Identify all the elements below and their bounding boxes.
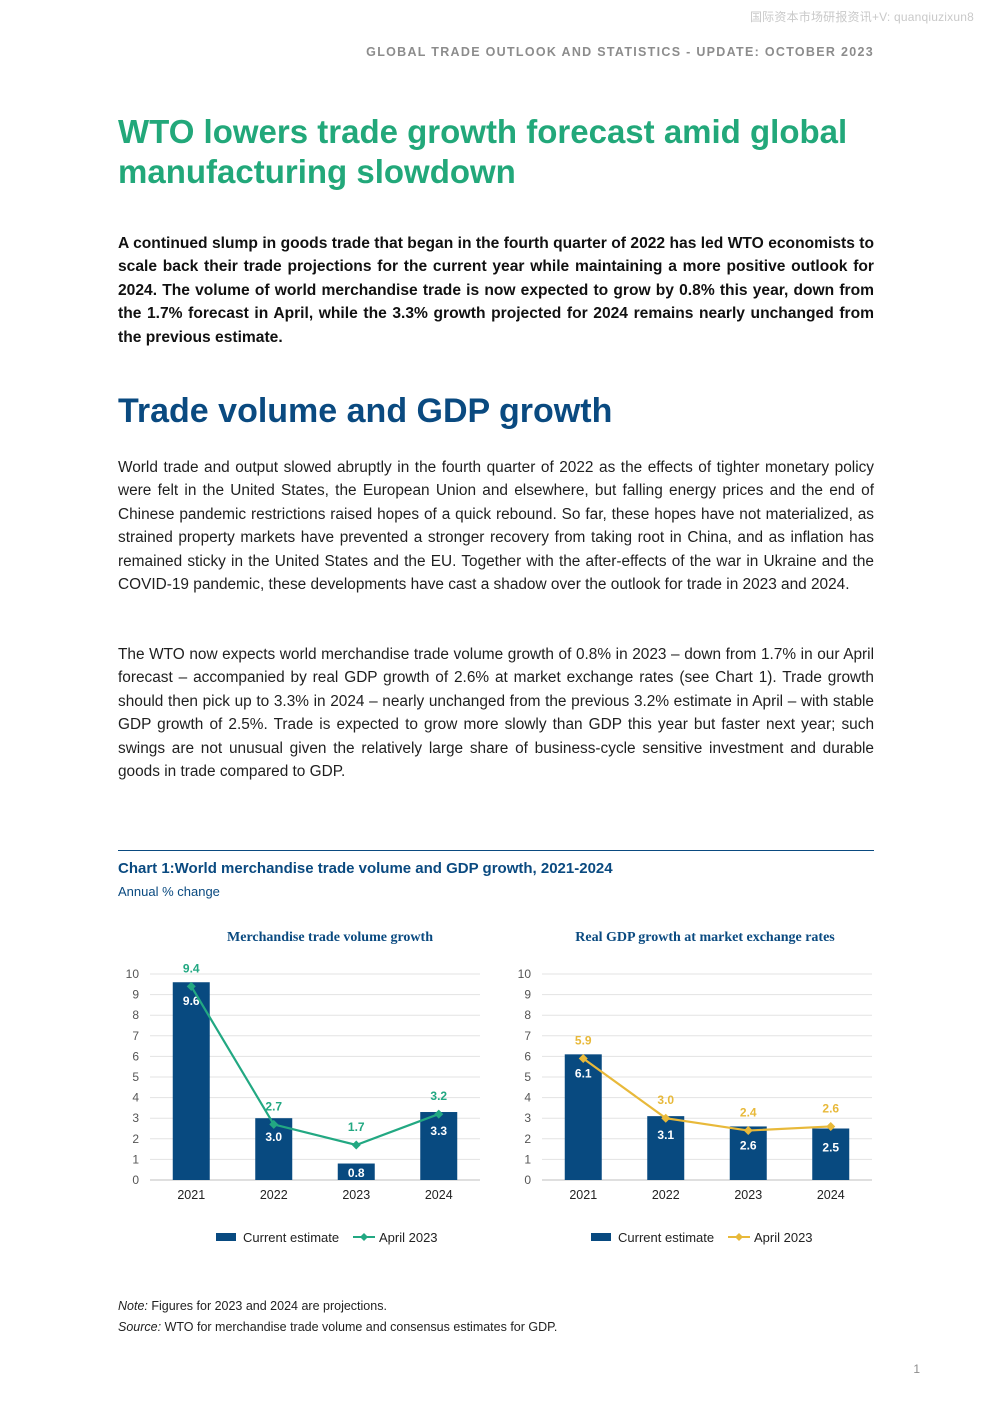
- x-tick-label: 2022: [652, 1188, 680, 1202]
- y-tick-label: 1: [132, 1152, 139, 1166]
- y-tick-label: 2: [524, 1132, 531, 1146]
- y-tick-label: 3: [132, 1111, 139, 1125]
- legend-swatch-current: [591, 1233, 611, 1241]
- legend-marker-april: [360, 1233, 368, 1241]
- chart-subheading: Annual % change: [118, 884, 220, 899]
- x-tick-label: 2023: [342, 1188, 370, 1202]
- line-marker: [269, 1119, 279, 1129]
- y-tick-label: 4: [524, 1091, 531, 1105]
- bar-2022: [647, 1116, 685, 1180]
- y-tick-label: 3: [524, 1111, 531, 1125]
- bar-2021: [564, 1054, 602, 1180]
- y-tick-label: 2: [132, 1132, 139, 1146]
- y-tick-label: 5: [524, 1070, 531, 1084]
- chart-note: Note: Figures for 2023 and 2024 are proj…: [118, 1299, 387, 1313]
- x-tick-label: 2021: [569, 1188, 597, 1202]
- line-value-label: 3.0: [657, 1093, 674, 1107]
- y-tick-label: 0: [132, 1173, 139, 1187]
- chart-source: Source: WTO for merchandise trade volume…: [118, 1320, 557, 1334]
- y-tick-label: 8: [524, 1008, 531, 1022]
- line-value-label: 2.4: [740, 1106, 757, 1120]
- bar-value-label: 9.6: [183, 994, 200, 1008]
- bar-value-label: 0.8: [348, 1166, 365, 1180]
- lead-paragraph: A continued slump in goods trade that be…: [118, 235, 874, 346]
- x-tick-label: 2021: [177, 1188, 205, 1202]
- legend-label-current: Current estimate: [243, 1230, 339, 1245]
- line-value-label: 2.7: [265, 1099, 282, 1113]
- line-marker: [826, 1121, 836, 1131]
- legend-label-april: April 2023: [754, 1230, 813, 1245]
- line-marker: [661, 1113, 671, 1123]
- chart-heading: Chart 1:World merchandise trade volume a…: [118, 860, 613, 877]
- charts-figure: Merchandise trade volume growth 0 1 2 3 4 5 6 7 8…: [126, 930, 872, 1245]
- x-tick-label: 2023: [734, 1188, 762, 1202]
- chart-2-title: Real GDP growth at market exchange rates: [575, 930, 835, 945]
- bar-value-label: 3.3: [430, 1124, 447, 1138]
- line-marker: [578, 1053, 588, 1063]
- y-tick-label: 5: [132, 1070, 139, 1084]
- page-number: 1: [913, 1362, 920, 1376]
- line-value-label: 2.6: [822, 1101, 839, 1115]
- legend-label-april: April 2023: [379, 1230, 438, 1245]
- y-tick-label: 10: [126, 967, 140, 981]
- y-tick-label: 7: [524, 1029, 531, 1043]
- y-tick-label: 10: [518, 967, 532, 981]
- x-tick-label: 2024: [425, 1188, 453, 1202]
- bar-2023: [729, 1126, 767, 1180]
- y-tick-label: 6: [524, 1049, 531, 1063]
- bar-value-label: 6.1: [575, 1066, 592, 1080]
- chart-1-title: Merchandise trade volume growth: [227, 930, 433, 945]
- x-tick-label: 2024: [817, 1188, 845, 1202]
- page-title: WTO lowers trade growth forecast amid gl…: [118, 113, 848, 190]
- bar-2021: [172, 982, 210, 1180]
- line-value-label: 9.4: [183, 961, 200, 975]
- legend-swatch-current: [216, 1233, 236, 1241]
- line-marker: [186, 981, 196, 991]
- bar-2024: [812, 1128, 850, 1180]
- line-april-2023: [582, 1057, 831, 1132]
- source-label: Source:: [118, 1320, 162, 1334]
- y-tick-label: 4: [132, 1091, 139, 1105]
- line-marker: [351, 1140, 361, 1150]
- legend-label-current: Current estimate: [618, 1230, 714, 1245]
- x-tick-label: 2022: [260, 1188, 288, 1202]
- y-tick-label: 7: [132, 1029, 139, 1043]
- line-value-label: 3.2: [430, 1089, 447, 1103]
- body-paragraph-2: The WTO now expects world merchandise tr…: [118, 646, 874, 781]
- line-april-2023: [190, 985, 440, 1147]
- legend-marker-april: [735, 1233, 743, 1241]
- y-tick-label: 9: [132, 988, 139, 1002]
- y-tick-label: 6: [132, 1049, 139, 1063]
- body-paragraph-1: World trade and output slowed abruptly i…: [118, 459, 874, 594]
- bar-2023: [337, 1163, 375, 1180]
- bar-value-label: 2.6: [740, 1138, 757, 1152]
- line-value-label: 5.9: [575, 1033, 592, 1047]
- bar-value-label: 3.0: [265, 1130, 282, 1144]
- y-tick-label: 9: [524, 988, 531, 1002]
- note-text: Figures for 2023 and 2024 are projection…: [147, 1299, 387, 1313]
- section-heading: Trade volume and GDP growth: [118, 392, 613, 430]
- watermark: 国际资本市场研报资讯+V: quanqiuzixun8: [749, 10, 974, 24]
- y-tick-label: 1: [524, 1152, 531, 1166]
- bar-2024: [420, 1112, 458, 1180]
- bar-value-label: 3.1: [657, 1128, 674, 1142]
- bar-value-label: 2.5: [822, 1141, 839, 1155]
- line-value-label: 1.7: [348, 1120, 365, 1134]
- line-marker: [434, 1109, 444, 1119]
- running-header: GLOBAL TRADE OUTLOOK AND STATISTICS - UP…: [366, 45, 874, 59]
- source-text: WTO for merchandise trade volume and con…: [161, 1320, 558, 1334]
- chart-divider: [118, 850, 874, 851]
- line-marker: [743, 1126, 753, 1136]
- note-label: Note:: [118, 1299, 148, 1313]
- y-tick-label: 8: [132, 1008, 139, 1022]
- y-tick-label: 0: [524, 1173, 531, 1187]
